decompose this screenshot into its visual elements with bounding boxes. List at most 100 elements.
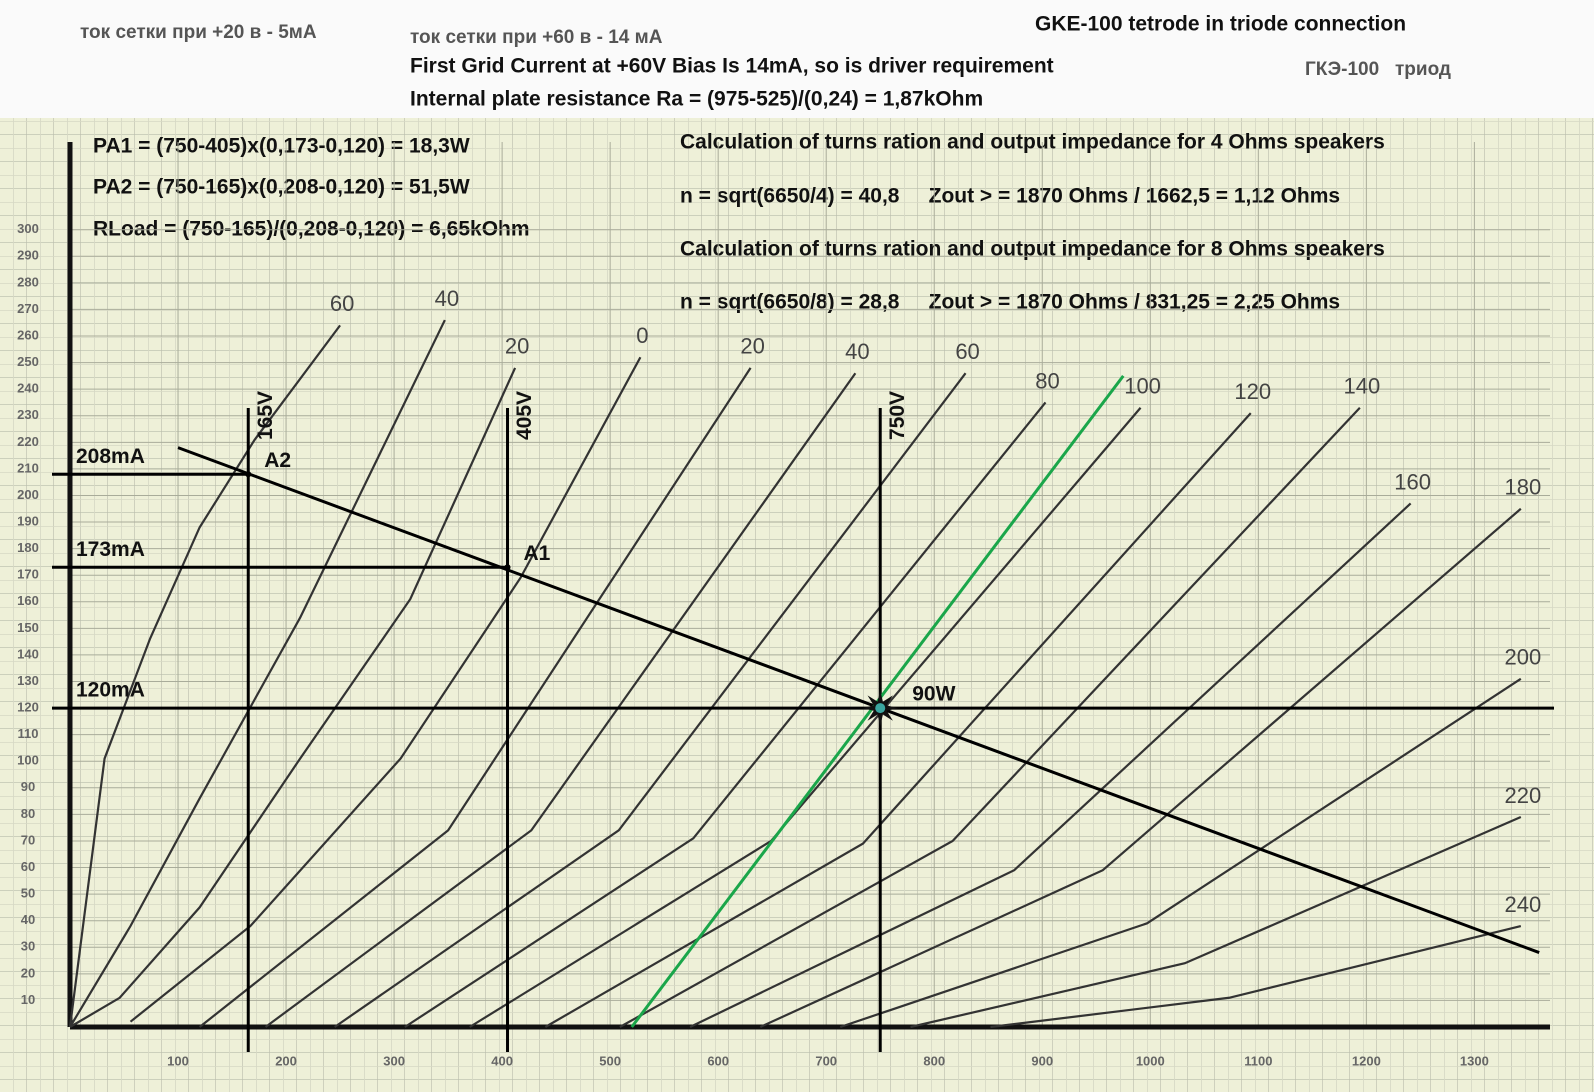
y-tick-label: 90 — [21, 779, 35, 794]
y-tick-label: 120 — [17, 700, 39, 715]
y-tick-label: 50 — [21, 886, 35, 901]
x-tick-label: 300 — [383, 1053, 405, 1068]
annotation: Internal plate resistance Ra = (975-525)… — [410, 88, 983, 111]
y-tick-label: 290 — [17, 248, 39, 263]
y-tick-label: 10 — [21, 992, 35, 1007]
y-tick-label: 60 — [21, 859, 35, 874]
curve-label: 140 — [1344, 374, 1381, 399]
y-tick-label: 280 — [17, 274, 39, 289]
voltage-label: 750V — [886, 391, 909, 440]
curve-label: 60 — [330, 291, 354, 316]
annotation: RLoad = (750-165)/(0,208-0,120) = 6,65kO… — [93, 218, 530, 241]
curve-label: 240 — [1504, 892, 1541, 917]
green-line — [630, 374, 1125, 1028]
annotation: ток сетки при +60 в - 14 мА — [410, 27, 663, 48]
current-label: 208mA — [76, 445, 145, 468]
curve-label: 40 — [435, 286, 459, 311]
y-tick-label: 260 — [17, 327, 39, 342]
curve — [69, 319, 446, 1028]
curve-label: 200 — [1504, 645, 1541, 670]
y-tick-label: 270 — [17, 301, 39, 316]
y-tick-label: 250 — [17, 354, 39, 369]
curve-label: 80 — [1035, 368, 1059, 393]
annotation: n = sqrt(6650/8) = 28,8 Zout > = 1870 Oh… — [680, 291, 1340, 314]
x-tick-label: 1100 — [1244, 1053, 1272, 1068]
y-tick-label: 40 — [21, 912, 35, 927]
operating-point-center — [875, 703, 886, 714]
curve-label: 220 — [1504, 783, 1541, 808]
y-tick-label: 20 — [21, 965, 35, 980]
y-tick-label: 190 — [17, 513, 39, 528]
chart-title: GKE-100 tetrode in triode connection — [1035, 13, 1406, 36]
x-tick-label: 900 — [1031, 1053, 1053, 1068]
curve — [759, 507, 1522, 1029]
curve — [689, 502, 1412, 1028]
y-tick-label: 200 — [17, 487, 39, 502]
x-tick-label: 700 — [815, 1053, 837, 1068]
curve — [68, 324, 341, 1028]
curve — [264, 372, 857, 1028]
curve-label: 180 — [1504, 475, 1541, 500]
y-tick-label: 240 — [17, 381, 39, 396]
x-tick-label: 1200 — [1352, 1053, 1381, 1068]
load-line — [177, 446, 1540, 954]
annotation: ток сетки при +20 в - 5мА — [80, 22, 317, 43]
y-tick-label: 100 — [17, 753, 39, 768]
graph-paper — [0, 118, 1594, 1092]
curve-label: 20 — [505, 334, 529, 359]
y-tick-label: 210 — [17, 460, 39, 475]
annotation: PA2 = (750-165)x(0,208-0,120) = 51,5W — [93, 176, 470, 199]
point — [245, 471, 252, 478]
curve — [334, 372, 967, 1028]
point-label: A1 — [524, 542, 551, 565]
x-tick-label: 1000 — [1136, 1053, 1165, 1068]
y-tick-label: 150 — [17, 620, 39, 635]
voltage-label: 165V — [254, 391, 277, 440]
y-tick-label: 140 — [17, 646, 39, 661]
curve-label: 120 — [1234, 379, 1271, 404]
y-tick-label: 130 — [17, 673, 39, 688]
annotation: First Grid Current at +60V Bias Is 14mA,… — [410, 55, 1054, 78]
current-label: 120mA — [76, 679, 145, 702]
curve-label: 160 — [1394, 469, 1431, 494]
y-tick-label: 70 — [21, 832, 35, 847]
x-tick-label: 400 — [491, 1053, 513, 1068]
point-label: A2 — [264, 449, 291, 472]
annotation: Calculation of turns ration and output i… — [680, 238, 1385, 261]
y-tick-label: 80 — [21, 806, 35, 821]
current-label: 173mA — [76, 538, 145, 561]
x-tick-label: 600 — [707, 1053, 729, 1068]
curve — [129, 356, 642, 1023]
x-tick-label: 800 — [923, 1053, 945, 1068]
y-tick-label: 220 — [17, 434, 39, 449]
y-tick-label: 30 — [21, 939, 35, 954]
point-label: 90W — [912, 683, 955, 706]
y-tick-label: 160 — [17, 593, 39, 608]
annotation: PA1 = (750-405)x(0,173-0,120) = 18,3W — [93, 135, 470, 158]
x-tick-label: 100 — [167, 1053, 189, 1068]
curve — [990, 924, 1522, 1029]
curve — [839, 677, 1522, 1029]
curve-label: 60 — [955, 339, 979, 364]
curve — [69, 367, 517, 1028]
curve — [404, 401, 1047, 1028]
curve-label: 40 — [845, 339, 869, 364]
curve — [619, 407, 1361, 1028]
y-tick-label: 180 — [17, 540, 39, 555]
x-tick-label: 500 — [599, 1053, 621, 1068]
curve-label: 0 — [636, 323, 648, 348]
curve — [910, 816, 1522, 1029]
annotation: ГКЭ-100 триод — [1305, 59, 1451, 80]
annotation: Calculation of turns ration and output i… — [680, 131, 1385, 154]
annotation: n = sqrt(6650/4) = 40,8 Zout > = 1870 Oh… — [680, 185, 1340, 208]
y-tick-label: 170 — [17, 567, 39, 582]
point — [504, 564, 511, 571]
x-tick-label: 1300 — [1460, 1053, 1489, 1068]
voltage-label: 405V — [513, 391, 536, 440]
curve-label: 20 — [740, 334, 764, 359]
curve — [198, 367, 752, 1028]
curve — [544, 412, 1252, 1028]
y-tick-label: 230 — [17, 407, 39, 422]
y-tick-label: 110 — [18, 726, 39, 741]
